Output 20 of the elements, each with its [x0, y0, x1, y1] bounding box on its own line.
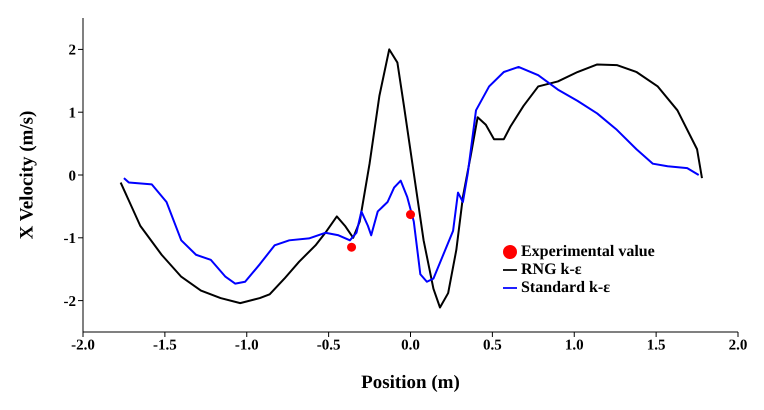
x-tick-label: -1.0 — [234, 338, 259, 354]
legend-label: RNG k-ε — [521, 261, 582, 278]
x-tick-label: -2.0 — [71, 338, 95, 354]
x-tick-label: 0.0 — [401, 338, 420, 354]
legend-label: Standard k-ε — [521, 279, 610, 296]
x-tick-label: 2.0 — [728, 338, 748, 354]
legend-label: Experimental value — [521, 243, 655, 260]
y-tick-label: 0 — [68, 168, 76, 184]
y-tick-label: 1 — [68, 106, 76, 122]
x-tick-label: 1.5 — [646, 338, 666, 354]
x-tick-label: -0.5 — [316, 338, 340, 354]
y-tick-label: -1 — [64, 231, 76, 248]
y-tick-label: 2 — [68, 42, 76, 59]
x-tick-label: 1.0 — [564, 338, 584, 354]
x-tick-label: -1.5 — [153, 338, 177, 354]
line-series — [120, 48, 703, 309]
x-tick-label: 0.5 — [483, 338, 502, 354]
y-tick-label: -2 — [64, 294, 76, 310]
y-axis-title: X Velocity (m/s) — [16, 110, 38, 240]
x-axis-title: Position (m) — [361, 372, 460, 393]
